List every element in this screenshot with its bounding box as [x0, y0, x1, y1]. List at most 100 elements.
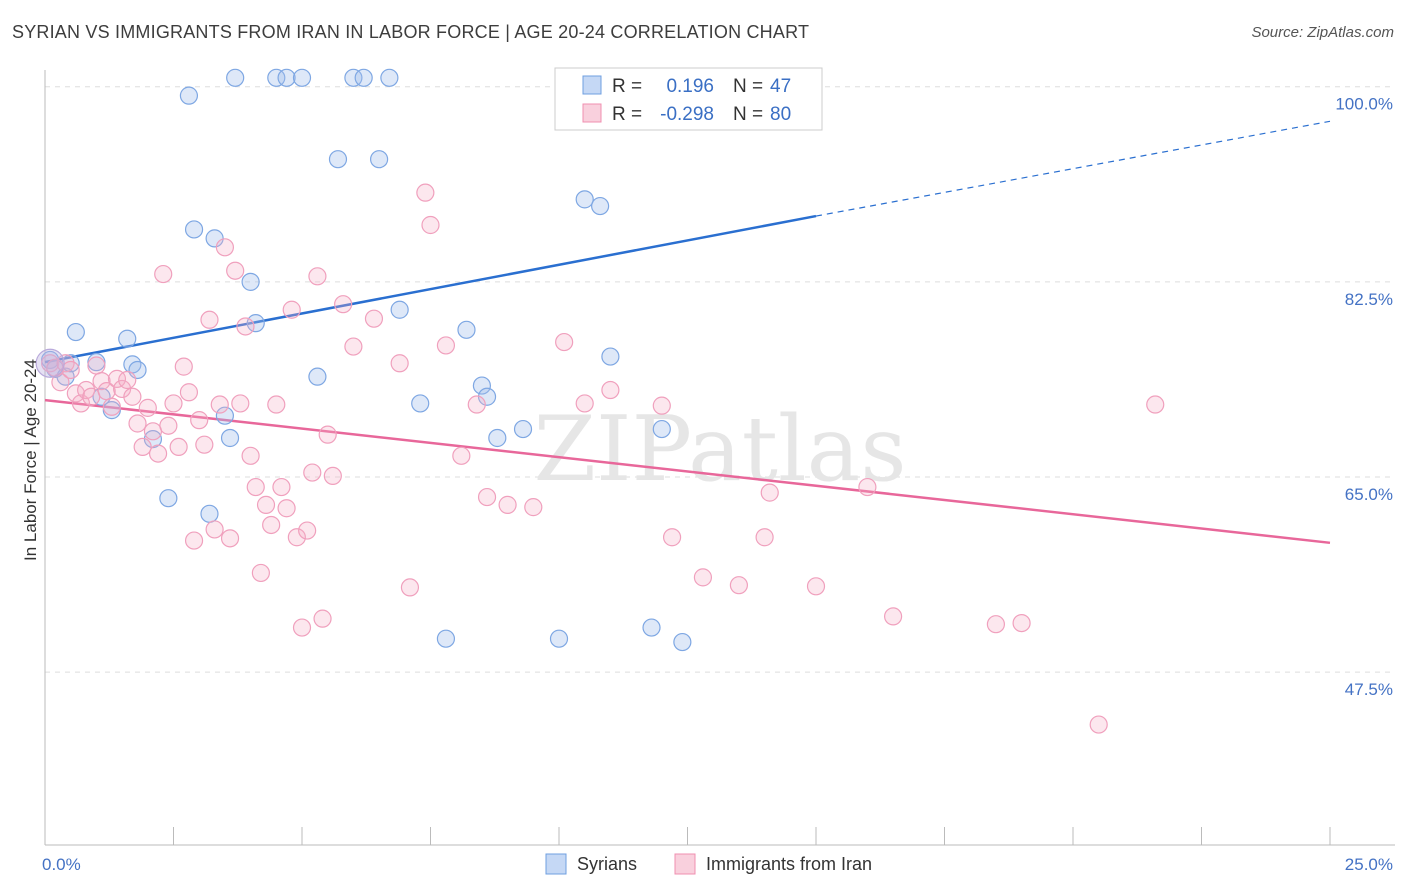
- iran-point: [334, 295, 353, 314]
- iran-point: [200, 310, 219, 329]
- iran-point: [174, 357, 193, 376]
- syrians-point: [308, 367, 327, 386]
- syrians-point: [200, 504, 219, 523]
- iran-point: [760, 483, 779, 502]
- iran-point: [246, 477, 265, 497]
- bottom-legend-iran: Immigrants from Iran: [706, 854, 872, 874]
- iran-point: [231, 394, 250, 413]
- x-tick-label: 0.0%: [42, 855, 81, 874]
- iran-point: [154, 264, 173, 284]
- legend-n-syrians: 47: [770, 76, 791, 97]
- legend-box: R = 0.196 N = 47 R = -0.298 N = 80: [554, 67, 823, 131]
- legend-r-iran: -0.298: [660, 104, 714, 125]
- iran-point: [184, 531, 204, 550]
- iran-point: [318, 425, 337, 444]
- iran-point: [662, 528, 682, 547]
- cluster-point: [35, 348, 65, 378]
- syrians-point: [220, 428, 240, 448]
- syrians-point: [277, 68, 296, 87]
- iran-point: [128, 414, 147, 433]
- syrians-point: [226, 68, 245, 87]
- iran-point: [179, 383, 199, 402]
- iran-point: [858, 477, 877, 497]
- bottom-legend: Syrians Immigrants from Iran: [545, 853, 872, 875]
- syrians-point: [642, 618, 661, 637]
- iran-point: [138, 398, 157, 417]
- syrians-point: [179, 86, 199, 105]
- iran-point: [272, 477, 291, 497]
- syrians-point: [246, 314, 265, 333]
- iran-point: [215, 238, 234, 257]
- syrians-point: [267, 68, 286, 87]
- iran-point: [210, 395, 229, 414]
- iran-point: [236, 317, 255, 336]
- x-tick-labels: 0.0% 25.0%: [42, 855, 1393, 874]
- chart-source: Source: ZipAtlas.com: [1251, 24, 1394, 41]
- axes: [44, 70, 1395, 846]
- iran-point: [82, 387, 101, 406]
- syrians-point: [673, 632, 692, 652]
- iran-point: [400, 578, 420, 597]
- iran-point: [169, 437, 188, 457]
- bottom-legend-syrians: Syrians: [577, 854, 637, 874]
- syrians-point: [215, 406, 234, 425]
- iran-point: [226, 261, 245, 280]
- syrians-point: [241, 272, 260, 291]
- syrians-trend-line: [44, 214, 817, 364]
- iran-point: [524, 498, 543, 517]
- iran-point: [729, 576, 749, 595]
- legend-n-label-2: N =: [733, 104, 763, 125]
- legend-n-iran: 80: [770, 104, 791, 125]
- bottom-legend-iran-swatch: [674, 853, 696, 875]
- data-points: [35, 68, 1165, 734]
- iran-point: [313, 609, 332, 628]
- syrians-point: [575, 190, 594, 209]
- iran-point: [601, 380, 620, 400]
- iran-point: [164, 394, 183, 413]
- iran-point: [251, 563, 270, 583]
- syrians-point: [328, 150, 348, 169]
- iran-point: [1146, 395, 1165, 414]
- legend-iran-swatch: [582, 103, 602, 123]
- iran-point: [477, 487, 497, 507]
- y-tick-label: 82.5%: [1345, 290, 1393, 309]
- legend-r-label-2: R =: [612, 104, 642, 125]
- iran-point: [467, 395, 486, 414]
- iran-point: [298, 521, 317, 540]
- iran-point: [436, 336, 456, 355]
- bottom-legend-syrians-swatch: [545, 853, 567, 875]
- iran-point: [87, 356, 106, 375]
- iran-point: [344, 337, 363, 356]
- chart-title: SYRIAN VS IMMIGRANTS FROM IRAN IN LABOR …: [12, 22, 810, 42]
- iran-point: [66, 384, 85, 403]
- y-tick-label: 100.0%: [1335, 95, 1393, 114]
- iran-point: [693, 568, 713, 587]
- syrians-point: [66, 322, 85, 342]
- grid-lines: [45, 86, 1395, 673]
- iran-point: [262, 515, 281, 535]
- iran-point: [123, 387, 142, 406]
- iran-point: [190, 411, 209, 430]
- syrians-point: [344, 68, 363, 87]
- iran-point: [303, 463, 322, 482]
- iran-point: [1012, 613, 1031, 633]
- iran-point: [390, 354, 409, 373]
- iran-point: [102, 397, 121, 416]
- x-tick-label: 25.0%: [1345, 855, 1393, 874]
- iran-point: [220, 529, 240, 548]
- iran-point: [555, 332, 574, 352]
- syrians-point: [513, 419, 533, 439]
- legend-syrians-swatch: [582, 75, 602, 95]
- syrians-point: [370, 150, 389, 169]
- iran-point: [498, 495, 517, 514]
- syrians-point: [472, 376, 491, 395]
- iran-point: [256, 495, 276, 514]
- iran-point: [277, 499, 296, 518]
- iran-point: [61, 360, 80, 380]
- iran-point: [1089, 715, 1108, 734]
- y-tick-label: 47.5%: [1345, 680, 1393, 699]
- syrians-point: [457, 320, 476, 339]
- iran-point: [452, 446, 471, 465]
- y-axis-label: In Labor Force | Age 20-24: [21, 359, 40, 561]
- iran-point: [133, 437, 152, 457]
